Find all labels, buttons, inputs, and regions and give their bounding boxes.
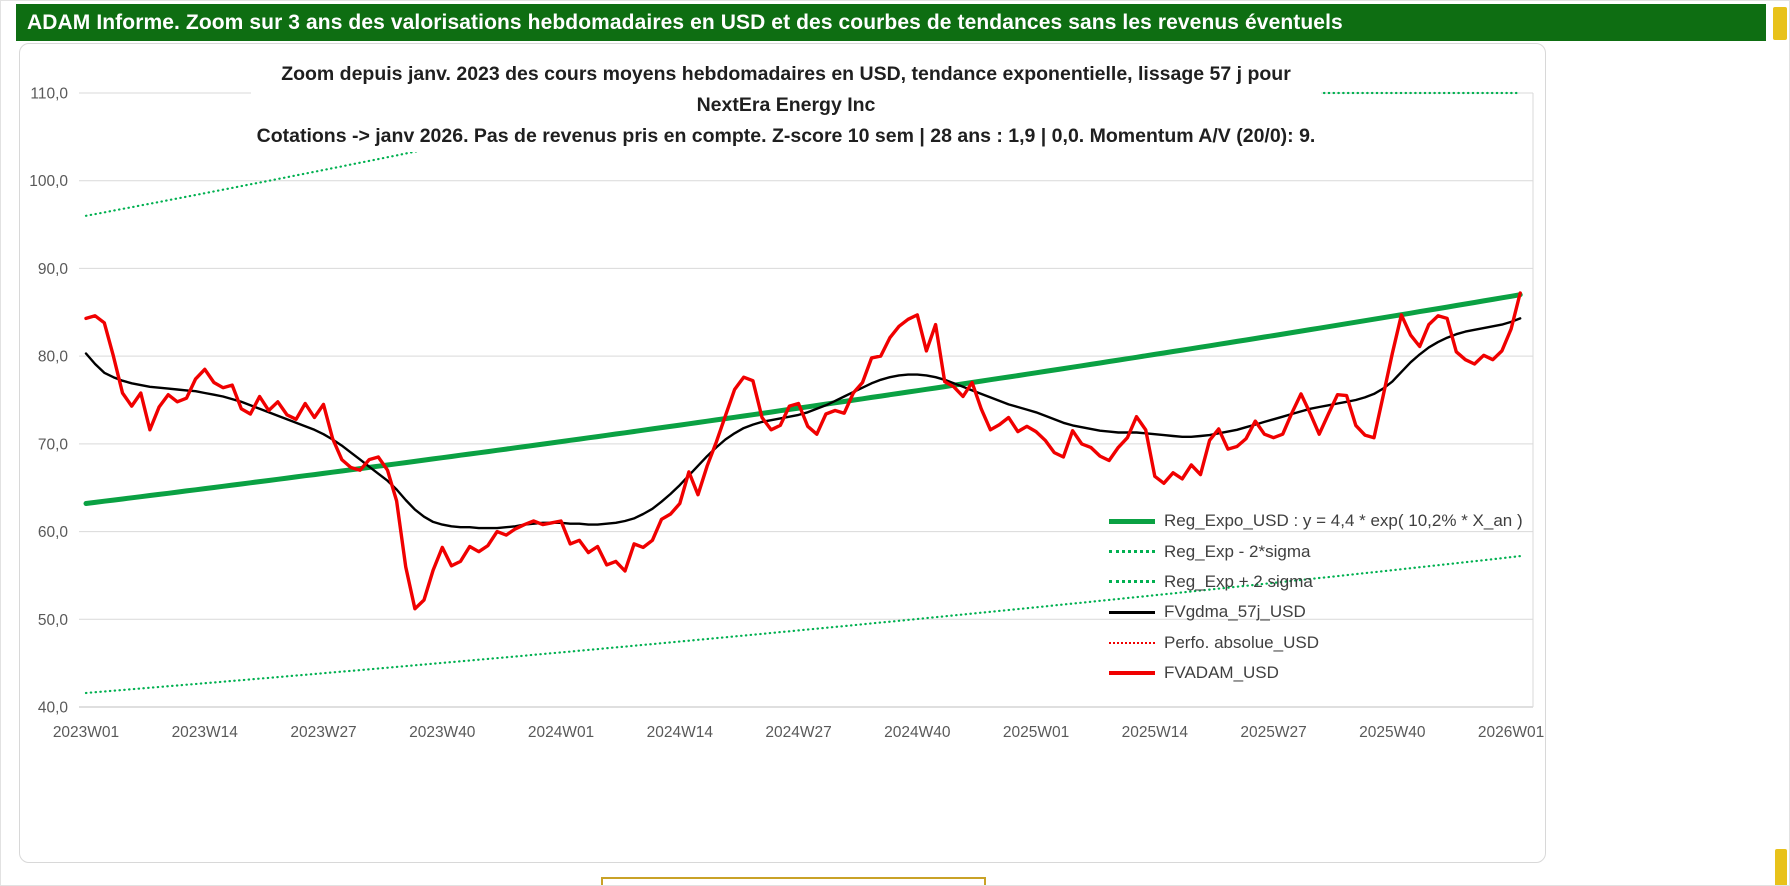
legend-label: FVADAM_USD [1164, 663, 1279, 683]
black-solid-line-icon [1109, 610, 1155, 614]
y-axis-label: 90,0 [38, 261, 69, 278]
legend-item-reg-expo[interactable]: Reg_Expo_USD : y = 4,4 * exp( 10,2% * X_… [1109, 506, 1549, 536]
x-axis-label: 2024W14 [647, 724, 714, 741]
y-axis-label: 70,0 [38, 436, 69, 453]
legend-item-fvgdma[interactable]: FVgdma_57j_USD [1109, 597, 1549, 627]
x-axis-label: 2023W01 [53, 724, 119, 741]
y-axis-label: 100,0 [29, 173, 68, 190]
x-axis-label: 2024W40 [884, 724, 951, 741]
legend-label: FVgdma_57j_USD [1164, 602, 1306, 622]
green-solid-line-icon [1109, 518, 1155, 524]
x-axis-label: 2023W40 [409, 724, 476, 741]
chart-title-line2: Cotations -> janv 2026. Pas de revenus p… [256, 125, 1316, 147]
right-edge-accent-bottom [1775, 849, 1787, 885]
chart-title-line1: Zoom depuis janv. 2023 des cours moyens … [281, 63, 1291, 116]
legend-item-fvadam[interactable]: FVADAM_USD [1109, 658, 1549, 688]
y-axis-label: 110,0 [30, 86, 68, 103]
y-axis-label: 80,0 [38, 349, 69, 366]
series-FVADAM_USD[interactable] [84, 291, 1522, 611]
series-Reg_Exp - 2*sigma[interactable] [84, 554, 1522, 695]
x-axis-label: 2024W27 [765, 724, 831, 741]
red-dotted-line-icon [1109, 641, 1155, 644]
legend-label: Reg_Exp - 2*sigma [1164, 541, 1311, 561]
x-axis-label: 2025W01 [1003, 724, 1069, 741]
x-axis-label: 2023W14 [172, 724, 239, 741]
selected-cell-outline [601, 877, 986, 885]
y-axis-label: 50,0 [38, 612, 69, 629]
series-Reg_Expo_USD[interactable] [83, 292, 1523, 506]
x-axis-label: 2025W40 [1359, 724, 1426, 741]
legend-label: Reg_Exp + 2 sigma [1164, 571, 1313, 591]
x-axis-label: 2024W01 [528, 724, 594, 741]
right-edge-accent-top [1773, 7, 1787, 40]
legend-item-plus-2sigma[interactable]: Reg_Exp + 2 sigma [1109, 567, 1549, 597]
x-axis-label: 2025W14 [1122, 724, 1189, 741]
x-axis-label: 2026W01 [1478, 724, 1544, 741]
legend-label: Reg_Expo_USD : y = 4,4 * exp( 10,2% * X_… [1164, 511, 1523, 531]
y-axis-label: 60,0 [38, 524, 69, 541]
chart-title: Zoom depuis janv. 2023 des cours moyens … [251, 59, 1321, 152]
y-axis-label: 40,0 [38, 700, 69, 717]
header-bar: ADAM Informe. Zoom sur 3 ans des valoris… [16, 4, 1766, 41]
header-title: ADAM Informe. Zoom sur 3 ans des valoris… [27, 10, 1343, 34]
legend-item-perfo-absolue[interactable]: Perfo. absolue_USD [1109, 628, 1549, 658]
series-FVgdma_57j_USD[interactable] [84, 317, 1522, 530]
red-solid-line-icon [1109, 671, 1155, 676]
green-dotted-line-icon [1109, 550, 1155, 554]
x-axis-label: 2025W27 [1240, 724, 1306, 741]
green-dotted-line-icon [1109, 580, 1155, 584]
chart-legend[interactable]: Reg_Expo_USD : y = 4,4 * exp( 10,2% * X_… [1109, 506, 1549, 688]
legend-label: Perfo. absolue_USD [1164, 632, 1319, 652]
legend-item-minus-2sigma[interactable]: Reg_Exp - 2*sigma [1109, 536, 1549, 566]
x-axis-label: 2023W27 [290, 724, 356, 741]
